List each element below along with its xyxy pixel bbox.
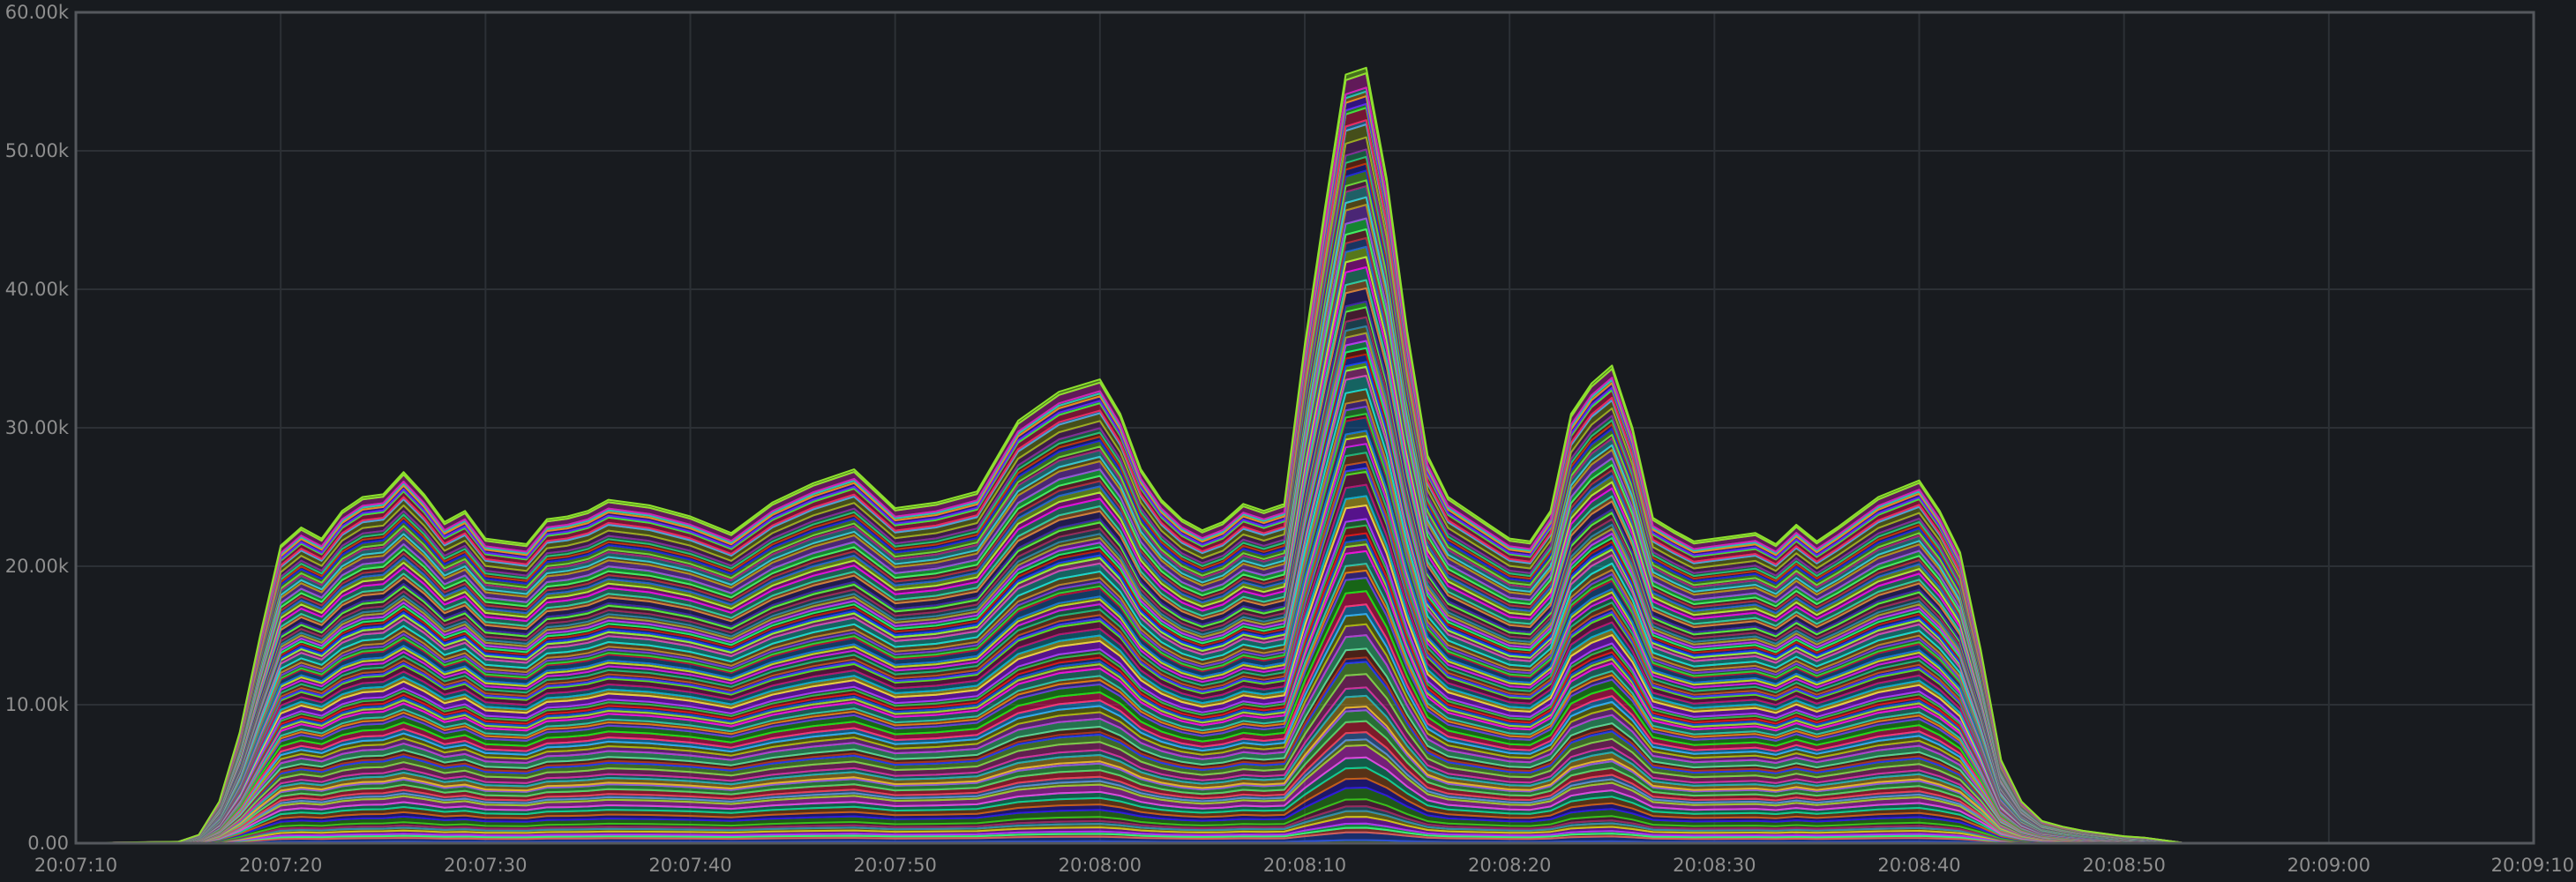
x-tick-label: 20:08:50 bbox=[2083, 855, 2166, 876]
x-tick-label: 20:09:10 bbox=[2491, 855, 2574, 876]
y-axis-ticks: 0.00 10.00k 20.00k 30.00k 40.00k 50.00k 60.00k bbox=[5, 2, 70, 854]
x-tick-label: 20:08:10 bbox=[1263, 855, 1346, 876]
y-tick-label: 30.00k bbox=[5, 417, 70, 438]
x-tick-label: 20:07:30 bbox=[444, 855, 527, 876]
x-tick-label: 20:08:30 bbox=[1673, 855, 1756, 876]
x-tick-label: 20:09:00 bbox=[2288, 855, 2370, 876]
x-tick-label: 20:08:00 bbox=[1059, 855, 1142, 876]
y-tick-label: 20.00k bbox=[5, 556, 70, 577]
x-tick-label: 20:08:40 bbox=[1877, 855, 1960, 876]
x-tick-label: 20:07:20 bbox=[239, 855, 322, 876]
x-tick-label: 20:08:20 bbox=[1468, 855, 1551, 876]
x-axis-ticks: 20:07:10 20:07:20 20:07:30 20:07:40 20:07:50… bbox=[34, 855, 2574, 876]
y-tick-label: 50.00k bbox=[5, 140, 70, 161]
x-tick-label: 20:07:50 bbox=[854, 855, 937, 876]
x-tick-label: 20:07:10 bbox=[34, 855, 117, 876]
y-tick-label: 10.00k bbox=[5, 694, 70, 715]
y-tick-label: 40.00k bbox=[5, 279, 70, 300]
y-tick-label: 60.00k bbox=[5, 2, 70, 23]
x-tick-label: 20:07:40 bbox=[648, 855, 731, 876]
plot-frame bbox=[74, 11, 2535, 845]
y-tick-label: 0.00 bbox=[27, 833, 69, 854]
